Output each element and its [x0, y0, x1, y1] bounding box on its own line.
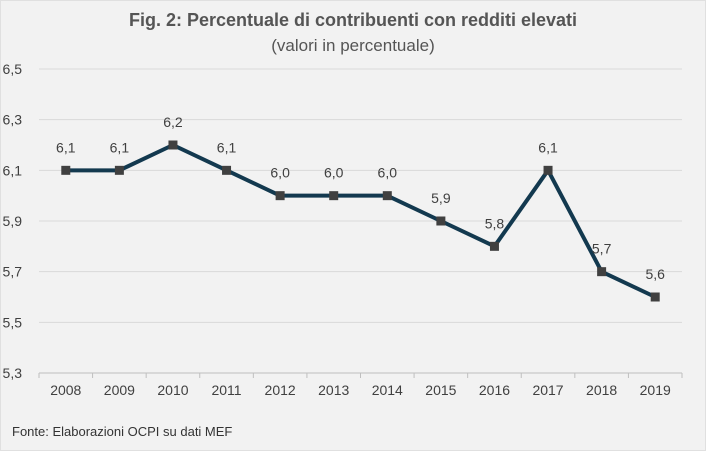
data-label: 5,8 [485, 215, 505, 231]
y-tick-label: 6,5 [3, 61, 23, 77]
data-label: 6,0 [324, 165, 344, 181]
x-tick-label: 2016 [479, 382, 510, 398]
data-label: 6,2 [163, 114, 183, 130]
data-point [382, 191, 392, 201]
data-labels: 6,1 6,1 6,2 6,1 6,0 6,0 6,0 5,9 5,8 6,1 5,7 5,6 [56, 114, 665, 282]
x-tick-labels: 2008 2009 2010 2011 2012 2013 2014 2015 2016 2017… [50, 382, 671, 398]
data-point [650, 292, 660, 302]
y-tick-label: 5,9 [3, 213, 23, 229]
data-point [436, 216, 446, 226]
series-line [65, 143, 657, 299]
data-label: 5,7 [592, 241, 612, 257]
series [61, 140, 660, 302]
data-label: 5,6 [645, 266, 665, 282]
y-tick-label: 5,3 [3, 365, 23, 381]
y-tick-label: 6,3 [3, 112, 23, 128]
x-tick-label: 2018 [586, 382, 617, 398]
x-tick-label: 2009 [104, 382, 135, 398]
data-label: 6,1 [538, 139, 558, 155]
y-tick-label: 5,5 [3, 314, 23, 330]
y-tick-label: 6,1 [3, 162, 23, 178]
data-point [114, 165, 124, 175]
x-tick-label: 2012 [265, 382, 296, 398]
y-tick-label: 5,7 [3, 264, 23, 280]
x-tick-label: 2015 [425, 382, 456, 398]
chart-title: Fig. 2: Percentuale di contribuenti con … [128, 10, 578, 30]
x-tick-label: 2008 [50, 382, 81, 398]
data-point [543, 165, 553, 175]
x-tick-label: 2011 [211, 382, 241, 398]
x-tick-label: 2017 [532, 382, 563, 398]
data-point [275, 191, 285, 201]
data-point [222, 165, 232, 175]
data-label: 6,1 [56, 139, 76, 155]
data-label: 6,0 [270, 165, 290, 181]
x-tick-label: 2013 [318, 382, 349, 398]
data-point [329, 191, 339, 201]
data-label: 6,1 [110, 139, 130, 155]
data-point [489, 241, 499, 251]
data-point [597, 267, 607, 277]
data-label: 5,9 [431, 190, 451, 206]
y-tick-labels: 5,3 5,5 5,7 5,9 6,1 6,3 6,5 [3, 61, 23, 381]
grid-lines [39, 68, 682, 323]
data-point [61, 165, 71, 175]
axes [38, 372, 683, 378]
source-note: Fonte: Elaborazioni OCPI su dati MEF [12, 424, 233, 439]
x-tick-label: 2019 [640, 382, 671, 398]
chart-subtitle: (valori in percentuale) [271, 36, 435, 55]
x-tick-label: 2010 [157, 382, 188, 398]
data-point [168, 140, 178, 150]
x-tick-label: 2014 [372, 382, 403, 398]
data-label: 6,0 [378, 165, 398, 181]
data-label: 6,1 [217, 139, 237, 155]
